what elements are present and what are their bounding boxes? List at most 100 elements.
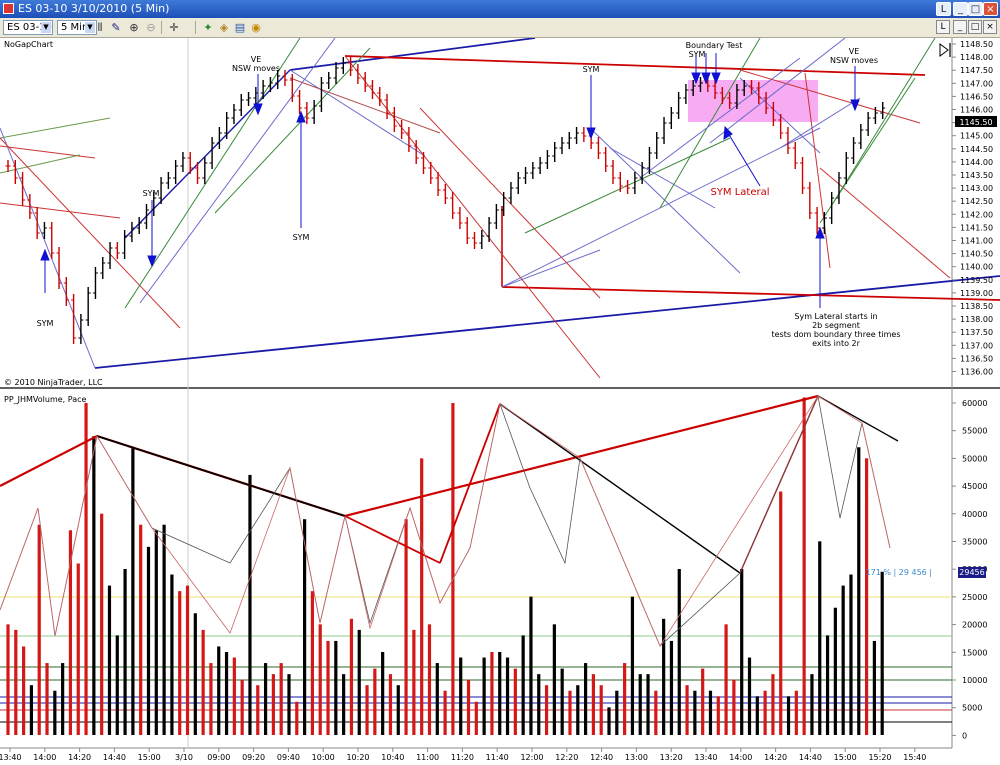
price-bar	[85, 287, 91, 326]
annotation-note-4: exits into 2r	[812, 339, 861, 348]
price-bar	[5, 160, 11, 172]
chart-canvas[interactable]: 1148.50 1148.00 1147.50 1147.00 1146.50 1146.…	[0, 38, 1000, 765]
close-button[interactable]: ×	[983, 2, 998, 16]
volume-tick-label: 10000	[962, 676, 987, 685]
price-bar	[690, 80, 696, 96]
properties-icon[interactable]: ▤	[234, 21, 246, 34]
instrument-select[interactable]: ES 03-10 ▼	[3, 20, 53, 35]
price-bar	[71, 294, 77, 344]
price-bar	[501, 192, 507, 216]
volume-bar	[677, 569, 681, 735]
price-bar	[369, 80, 375, 99]
current-price-marker	[955, 116, 997, 127]
price-bar	[814, 207, 820, 234]
indicators-icon[interactable]: ✦	[203, 21, 213, 34]
price-bar	[180, 152, 186, 172]
volume-bars	[6, 397, 884, 735]
zoom-out-icon[interactable]: ⊖	[146, 21, 156, 34]
annotation-ve-nsw-1b: NSW moves	[232, 64, 280, 73]
volume-bar	[443, 690, 447, 735]
price-bar	[78, 314, 84, 344]
maximize-button[interactable]: □	[968, 2, 983, 16]
price-bar	[340, 57, 346, 74]
time-tick-label: 09:40	[277, 753, 300, 762]
volume-bar	[404, 519, 408, 735]
price-bar	[107, 242, 113, 269]
data-box-icon[interactable]: ◉	[251, 21, 261, 34]
panel-expand-icon[interactable]	[939, 43, 951, 57]
price-bar	[224, 112, 230, 139]
volume-bar	[232, 657, 236, 735]
chart-minimize-button[interactable]: _	[953, 20, 967, 34]
interval-value: 5 Min	[61, 22, 89, 33]
price-panel-label: NoGapChart	[4, 40, 53, 49]
time-tick-label: 10:40	[381, 753, 404, 762]
restore-button[interactable]: L	[936, 2, 951, 16]
current-price-label: 1145.50	[959, 118, 992, 127]
volume-bar	[427, 624, 432, 735]
price-tick-label: 1137.00	[960, 341, 993, 350]
volume-bar	[396, 685, 400, 735]
bar-style-icon[interactable]: ⦀	[97, 21, 103, 34]
volume-bar	[724, 624, 728, 735]
volume-bar	[599, 685, 603, 735]
zoom-in-icon[interactable]: ⊕	[129, 21, 139, 34]
current-volume-marker	[958, 567, 986, 578]
volume-bar	[303, 519, 307, 735]
time-tick-label: 14:20	[68, 753, 91, 762]
price-bar	[792, 142, 798, 169]
time-tick-label: 15:00	[834, 753, 857, 762]
volume-bar	[76, 563, 80, 735]
price-bar	[486, 217, 492, 242]
volume-bar	[256, 685, 260, 735]
annotation-sym-4: SYM	[583, 65, 600, 74]
volume-bar	[131, 447, 135, 735]
volume-bar	[693, 690, 697, 735]
volume-bar	[326, 640, 330, 735]
volume-bar	[123, 569, 127, 735]
price-bar	[712, 80, 718, 99]
chart-close-button[interactable]: ×	[983, 20, 997, 34]
price-bar	[559, 137, 565, 154]
price-bar	[377, 87, 383, 106]
pencil-draw-icon[interactable]: ✎	[111, 21, 121, 34]
price-bar	[260, 80, 266, 99]
price-tick-label: 1147.50	[960, 66, 993, 75]
price-bar	[49, 222, 55, 259]
price-bar	[289, 74, 295, 102]
annotation-ve-nsw-1: VE	[251, 55, 262, 64]
price-bar	[683, 84, 689, 104]
volume-bar	[794, 690, 798, 735]
price-bar	[697, 77, 703, 92]
volume-bar	[529, 596, 533, 735]
chart-restore-button[interactable]: L	[936, 20, 950, 34]
price-bar	[246, 92, 252, 106]
volume-bar	[591, 674, 595, 735]
volume-bar	[560, 668, 564, 735]
volume-bar	[6, 624, 10, 735]
strategies-icon[interactable]: ◈	[219, 21, 229, 34]
volume-bar	[217, 646, 221, 735]
annotation-note-2: 2b segment	[812, 321, 860, 330]
pace-readout: 171 % | 29 456 |	[866, 568, 932, 577]
price-bar	[450, 192, 456, 219]
annotation-labels: SYM SYM VE NSW moves SYM SYM Boundary Te…	[37, 41, 901, 348]
volume-bar	[388, 674, 393, 735]
chart-maximize-button[interactable]: □	[968, 20, 982, 34]
minimize-button[interactable]: _	[953, 2, 968, 16]
volume-bar	[490, 652, 494, 735]
price-bar	[267, 77, 273, 92]
price-bar	[676, 92, 682, 119]
interval-select[interactable]: 5 Min ▼	[57, 20, 97, 35]
volume-bar	[201, 629, 205, 735]
volume-bar	[420, 458, 424, 735]
price-tick-label: 1140.50	[960, 250, 993, 259]
price-bar	[457, 207, 463, 229]
volume-bar	[37, 524, 41, 735]
price-bar	[574, 127, 580, 144]
price-bar	[362, 72, 368, 92]
crosshair-icon[interactable]: ✛	[169, 21, 179, 34]
volume-bar	[342, 674, 346, 735]
volume-bar	[68, 530, 73, 735]
time-tick-label: 14:00	[33, 753, 56, 762]
